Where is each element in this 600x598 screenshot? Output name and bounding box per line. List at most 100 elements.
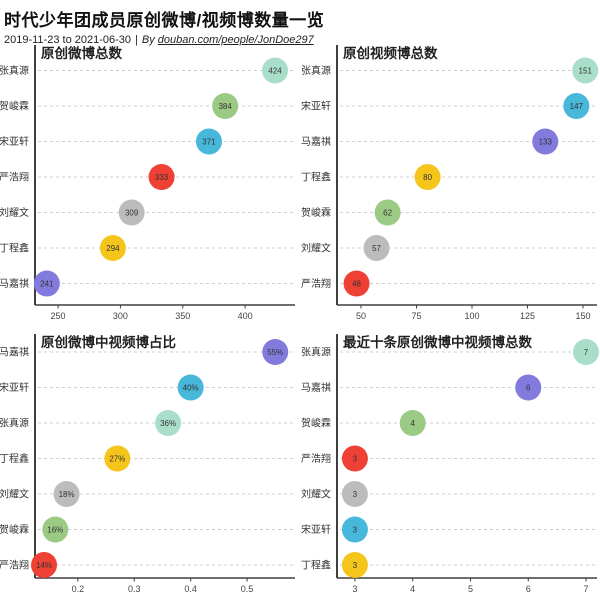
row-label: 宋亚轩 bbox=[0, 135, 29, 148]
row-label: 贺峻霖 bbox=[0, 523, 29, 536]
page-title: 时代少年团成员原创微博/视频博数量一览 bbox=[4, 11, 325, 30]
data-point bbox=[341, 481, 368, 507]
data-point-value: 62 bbox=[383, 208, 392, 217]
data-point bbox=[99, 235, 126, 261]
chart-svg: 原创微博中视频博占比 0.2 0.3 0.4 0.5 马嘉祺 55% 宋亚轩 40% 张真源 36%… bbox=[0, 334, 295, 594]
row-label: 张真源 bbox=[0, 64, 29, 77]
data-point-value: 147 bbox=[570, 102, 584, 111]
x-tick-label: 400 bbox=[238, 311, 253, 320]
data-point bbox=[563, 93, 590, 119]
data-point-value: 384 bbox=[218, 102, 232, 111]
x-tick-label: 5 bbox=[468, 584, 473, 594]
row-label: 刘耀文 bbox=[301, 242, 331, 255]
row-label: 张真源 bbox=[301, 64, 331, 77]
data-point bbox=[262, 57, 289, 84]
x-tick-label: 250 bbox=[51, 311, 66, 320]
data-point-value: 3 bbox=[353, 525, 358, 534]
row-label: 贺峻霖 bbox=[301, 206, 331, 219]
row-label: 马嘉祺 bbox=[0, 346, 29, 359]
row-label: 宋亚轩 bbox=[0, 381, 29, 394]
data-point bbox=[53, 481, 80, 507]
row-label: 严浩翔 bbox=[0, 171, 29, 184]
x-tick-label: 0.2 bbox=[72, 584, 85, 594]
data-point-value: 3 bbox=[353, 454, 358, 463]
row-label: 严浩翔 bbox=[0, 559, 29, 572]
data-point-value: 27% bbox=[109, 454, 125, 463]
data-point-value: 151 bbox=[579, 66, 593, 75]
data-point bbox=[572, 57, 599, 84]
row-label: 丁程鑫 bbox=[0, 242, 29, 255]
data-point bbox=[374, 199, 401, 226]
data-point-value: 14% bbox=[36, 561, 52, 570]
row-label: 马嘉祺 bbox=[301, 381, 331, 394]
data-point-value: 36% bbox=[160, 419, 176, 428]
chart-panel-recent-ten-video-count: 最近十条原创微博中视频博总数 3 4 5 6 7 张真源 7 马嘉祺 6 贺峻霖 4 严浩翔 3 刘耀文 3 宋… bbox=[300, 330, 600, 598]
data-point-value: 7 bbox=[584, 348, 589, 357]
data-point bbox=[341, 516, 368, 543]
row-label: 严浩翔 bbox=[301, 277, 331, 290]
data-point-value: 309 bbox=[125, 208, 139, 217]
data-point bbox=[414, 164, 441, 190]
x-tick-label: 0.4 bbox=[184, 584, 197, 594]
x-tick-label: 125 bbox=[520, 311, 535, 320]
x-tick-label: 300 bbox=[113, 311, 128, 320]
data-point bbox=[262, 339, 289, 365]
data-point bbox=[33, 270, 60, 297]
data-point bbox=[341, 552, 368, 578]
chart-title: 最近十条原创微博中视频博总数 bbox=[343, 334, 532, 350]
chart-panel-video-ratio: 原创微博中视频博占比 0.2 0.3 0.4 0.5 马嘉祺 55% 宋亚轩 40% 张真源 36%… bbox=[0, 330, 300, 598]
date-range: 2019-11-23 to 2021-06-30 bbox=[4, 34, 132, 46]
x-tick-label: 3 bbox=[352, 584, 357, 594]
data-point-value: 48 bbox=[352, 279, 361, 288]
data-point-value: 6 bbox=[526, 383, 531, 392]
data-point-value: 55% bbox=[267, 348, 283, 357]
x-tick-label: 150 bbox=[575, 311, 590, 320]
data-point bbox=[532, 128, 559, 155]
row-label: 张真源 bbox=[0, 417, 29, 430]
data-point bbox=[177, 374, 204, 401]
data-point bbox=[399, 410, 426, 436]
chart-panel-original-video-total: 原创视频博总数 50 75 100 125 150 张真源 151 宋亚轩 147 马嘉祺 133 丁程… bbox=[300, 41, 600, 320]
x-tick-label: 6 bbox=[526, 584, 531, 594]
row-label: 宋亚轩 bbox=[301, 100, 331, 113]
data-point-value: 333 bbox=[155, 173, 169, 182]
x-tick-label: 350 bbox=[175, 311, 190, 320]
page-subtitle: 2019-11-23 to 2021-06-30 | By douban.com/p… bbox=[0, 31, 600, 46]
data-point bbox=[343, 270, 370, 297]
chart-panel-original-weibo-total: 原创微博总数 250 300 350 400 张真源 424 贺峻霖 384 宋亚轩 371 严浩翔 3… bbox=[0, 41, 300, 320]
data-point bbox=[42, 516, 69, 543]
chart-svg: 最近十条原创微博中视频博总数 3 4 5 6 7 张真源 7 马嘉祺 6 贺峻霖 4 严浩翔 3 刘耀文 3 宋… bbox=[301, 334, 600, 594]
x-tick-label: 0.5 bbox=[241, 584, 254, 594]
chart-svg: 原创微博总数 250 300 350 400 张真源 424 贺峻霖 384 宋亚轩 371 严浩翔 3… bbox=[0, 45, 295, 320]
data-point-value: 133 bbox=[539, 137, 553, 146]
data-point-value: 80 bbox=[423, 173, 432, 182]
data-point bbox=[155, 410, 182, 436]
chart-svg: 原创视频博总数 50 75 100 125 150 张真源 151 宋亚轩 147 马嘉祺 133 丁程… bbox=[301, 45, 599, 320]
data-point-value: 4 bbox=[410, 419, 415, 428]
x-tick-label: 75 bbox=[411, 311, 421, 320]
row-label: 刘耀文 bbox=[0, 488, 29, 501]
chart-title: 原创微博中视频博占比 bbox=[41, 334, 176, 350]
data-point bbox=[148, 164, 175, 190]
row-label: 马嘉祺 bbox=[0, 277, 29, 290]
data-point bbox=[573, 339, 600, 365]
subtitle-separator: | bbox=[135, 34, 138, 46]
data-point bbox=[118, 199, 145, 226]
data-point bbox=[195, 128, 222, 155]
row-label: 张真源 bbox=[301, 346, 331, 359]
data-point-value: 3 bbox=[353, 490, 358, 499]
x-tick-label: 7 bbox=[584, 584, 589, 594]
data-point bbox=[341, 445, 368, 472]
author-link[interactable]: douban.com/people/JonDoe297 bbox=[157, 34, 314, 46]
data-point-value: 424 bbox=[268, 66, 282, 75]
row-label: 丁程鑫 bbox=[0, 452, 29, 465]
data-point-value: 57 bbox=[372, 244, 381, 253]
header: 时代少年团成员原创微博/视频博数量一览 2019-11-23 to 2021-0… bbox=[0, 0, 600, 46]
chart-title: 原创微博总数 bbox=[41, 45, 122, 61]
row-label: 宋亚轩 bbox=[301, 523, 331, 536]
row-label: 马嘉祺 bbox=[301, 135, 331, 148]
x-tick-label: 100 bbox=[464, 311, 479, 320]
x-tick-label: 4 bbox=[410, 584, 415, 594]
data-point-value: 40% bbox=[183, 383, 199, 392]
row-label: 严浩翔 bbox=[301, 452, 331, 465]
